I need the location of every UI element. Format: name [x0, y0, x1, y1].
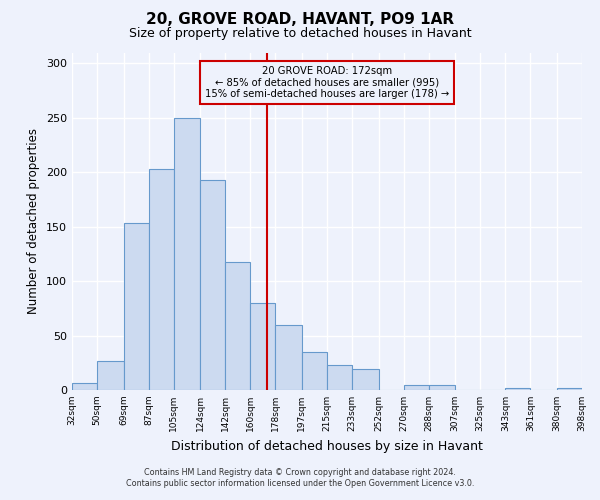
Bar	[302, 352, 327, 390]
Bar	[72, 384, 97, 390]
Bar	[275, 324, 302, 390]
Bar	[404, 384, 429, 390]
Y-axis label: Number of detached properties: Number of detached properties	[28, 128, 40, 314]
Bar	[225, 262, 250, 390]
Bar	[352, 370, 379, 390]
Bar	[97, 360, 124, 390]
Bar	[174, 118, 200, 390]
Bar	[250, 303, 275, 390]
Bar	[200, 180, 225, 390]
Bar	[327, 365, 352, 390]
Text: 20, GROVE ROAD, HAVANT, PO9 1AR: 20, GROVE ROAD, HAVANT, PO9 1AR	[146, 12, 454, 28]
X-axis label: Distribution of detached houses by size in Havant: Distribution of detached houses by size …	[171, 440, 483, 452]
Bar	[124, 224, 149, 390]
Bar	[149, 169, 174, 390]
Text: Contains HM Land Registry data © Crown copyright and database right 2024.
Contai: Contains HM Land Registry data © Crown c…	[126, 468, 474, 487]
Bar	[557, 388, 582, 390]
Text: 20 GROVE ROAD: 172sqm
← 85% of detached houses are smaller (995)
15% of semi-det: 20 GROVE ROAD: 172sqm ← 85% of detached …	[205, 66, 449, 99]
Bar	[505, 388, 530, 390]
Text: Size of property relative to detached houses in Havant: Size of property relative to detached ho…	[128, 28, 472, 40]
Bar	[429, 384, 455, 390]
